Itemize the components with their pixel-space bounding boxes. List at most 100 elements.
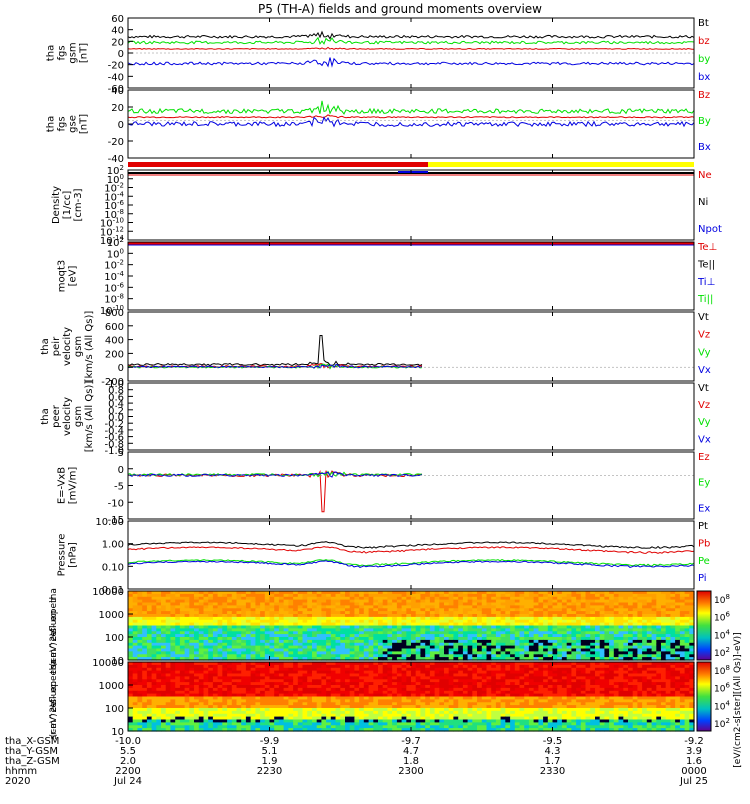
y-axis-label-line: tha xyxy=(46,116,57,132)
y-axis-label-line: velocity xyxy=(62,397,73,436)
y-axis-label-line: [nT] xyxy=(79,43,90,63)
quality-bar-red xyxy=(128,162,428,167)
y-tick-label: 5 xyxy=(118,448,124,459)
y-tick-label: 400 xyxy=(105,336,124,347)
y-tick-label: -20 xyxy=(108,137,124,148)
y-axis-label-line: [km/s (All Qs)] xyxy=(84,311,95,383)
legend-Vy: Vy xyxy=(698,347,711,358)
panel-frame xyxy=(128,521,694,589)
y-axis-label-line: moqt3 xyxy=(57,260,68,293)
legend-Bx: Bx xyxy=(698,142,711,153)
y-axis-label-line: [cm-3] xyxy=(73,188,84,221)
legend-Te⊥: Te⊥ xyxy=(697,242,717,253)
y-axis-label-line: Pressure xyxy=(57,534,68,577)
y-tick-label: 40 xyxy=(111,86,124,97)
y-axis-label-line: gsm xyxy=(68,42,79,63)
legend-Te||: Te|| xyxy=(697,259,715,270)
series-line-Bx xyxy=(128,118,694,127)
quality-bar-yellow xyxy=(428,162,694,167)
series-line-By xyxy=(128,101,694,114)
legend-Vz: Vz xyxy=(698,330,710,341)
y-axis-label-line: [km/s (All Qs)] xyxy=(84,381,95,453)
y-tick-label: 200 xyxy=(105,349,124,360)
legend-Pt: Pt xyxy=(698,521,708,532)
legend-Bt: Bt xyxy=(698,18,709,29)
y-axis-label-line: velocity xyxy=(62,327,73,366)
y-tick-label: 800 xyxy=(105,308,124,319)
legend-Vy: Vy xyxy=(698,417,711,428)
y-axis-label: Pressure[nPa] xyxy=(57,534,79,577)
panel-peir-eflux: 10000100010010thapeirenefluxeV(cm^2-s-sr… xyxy=(49,587,695,669)
series-line-Bz xyxy=(128,115,694,118)
series-line-bx xyxy=(128,58,694,67)
panel-density: 10210010-210-410-610-810-1010-1210-14Den… xyxy=(51,162,722,247)
panel-frame xyxy=(128,242,694,310)
y-tick-label: 40 xyxy=(111,26,124,37)
y-axis-label: moqt3[eV] xyxy=(57,260,79,293)
y-axis-label-line: [nPa] xyxy=(68,542,79,568)
y-tick-label: 20 xyxy=(111,37,124,48)
series-line-by xyxy=(128,38,694,44)
y-tick-label: -5 xyxy=(114,482,124,493)
legend-Bz: Bz xyxy=(698,90,710,101)
y-tick-label: 0 xyxy=(118,120,124,131)
legend-Ne: Ne xyxy=(698,170,712,181)
y-axis-label-line: gsm xyxy=(73,336,84,357)
legend-Ni: Ni xyxy=(698,197,708,208)
panel-frame xyxy=(128,383,694,450)
series-line-Bt xyxy=(128,32,694,39)
y-tick-label: 0 xyxy=(118,363,124,374)
y-tick-label: 10.00 xyxy=(95,517,124,528)
y-axis-label-line: [eV] xyxy=(68,266,79,287)
panel-peer-eflux: 10000100010010thapeerenefluxeV(cm^2-s-sr… xyxy=(49,658,695,740)
legend-Ti||: Ti|| xyxy=(697,294,713,305)
legend-Ti⊥: Ti⊥ xyxy=(697,277,715,288)
y-tick-label: -20 xyxy=(108,61,124,72)
y-tick-label: 1.00 xyxy=(102,540,124,551)
y-tick-label: 100 xyxy=(105,633,124,644)
legend-Vx: Vx xyxy=(698,434,711,445)
y-axis-label: Density[1/cc][cm-3] xyxy=(51,186,84,224)
y-tick-label: 1000 xyxy=(99,610,124,621)
y-axis-label-line: [1/cc] xyxy=(62,191,73,220)
legend-Npot: Npot xyxy=(698,224,722,235)
y-axis-label: E=-VxB[mV/m] xyxy=(57,467,79,505)
panel-temperature: 10210010-210-410-610-810-10moqt3[eV]Te⊥T… xyxy=(57,236,718,317)
y-axis-label-line: E=-VxB xyxy=(57,467,68,504)
y-axis-label-line: Density xyxy=(51,186,62,224)
series-line-Pb xyxy=(128,547,694,554)
y-tick-label: 10000 xyxy=(92,587,124,598)
chart-title: P5 (TH-A) fields and ground moments over… xyxy=(258,2,542,16)
panel-frame xyxy=(128,170,694,240)
legend-Vz: Vz xyxy=(698,400,710,411)
legend-bx: bx xyxy=(698,72,710,83)
y-axis-label-line: peer xyxy=(51,404,62,428)
legend-By: By xyxy=(698,116,711,127)
y-axis-label-line: [nT] xyxy=(79,114,90,134)
y-axis-label-line: fgs xyxy=(57,45,68,60)
series-line-Vt xyxy=(128,336,422,366)
panel-frame xyxy=(128,452,694,519)
legend-Pb: Pb xyxy=(698,538,710,549)
y-axis-label-line: tha xyxy=(40,408,51,424)
panel-peer-velocity: 1.00.80.60.40.20.0-0.2-0.4-0.6-0.8-1.0th… xyxy=(40,379,711,457)
legend-bz: bz xyxy=(698,36,710,47)
y-tick-label: 20 xyxy=(111,103,124,114)
y-tick-label: -40 xyxy=(108,72,124,83)
legend-Ex: Ex xyxy=(698,503,710,514)
legend-Ey: Ey xyxy=(698,478,710,489)
legend-Vt: Vt xyxy=(698,383,709,394)
panel-frame xyxy=(128,312,694,381)
y-tick-label: -10 xyxy=(108,498,124,509)
